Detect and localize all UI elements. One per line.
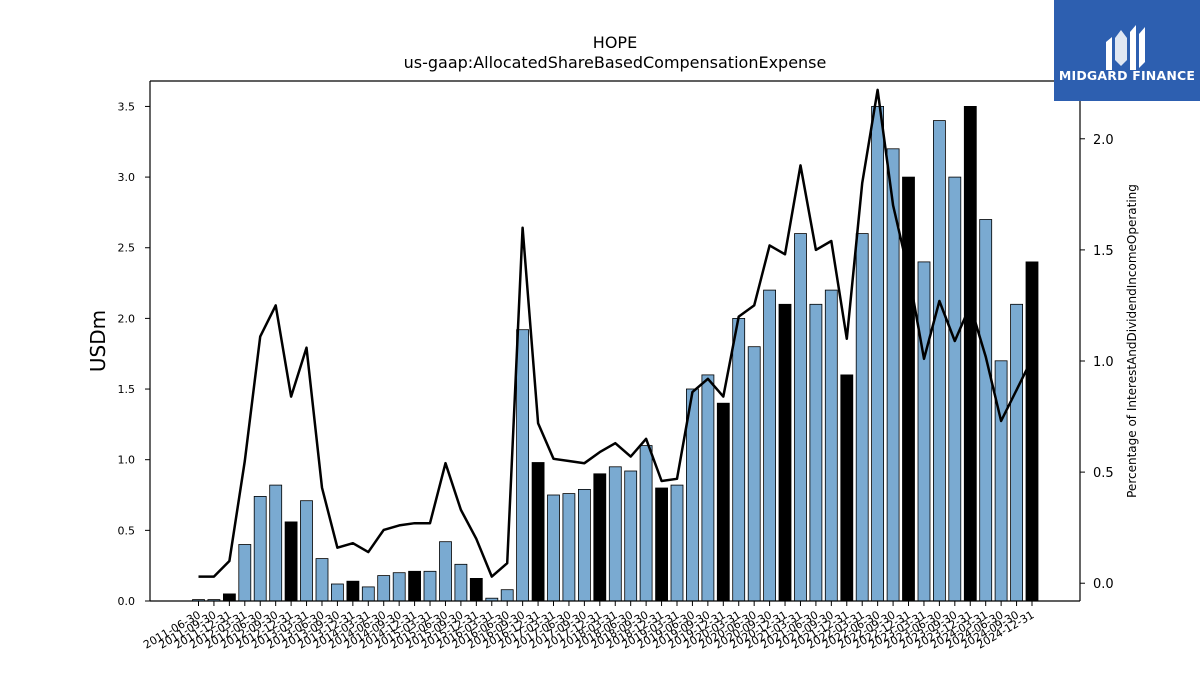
bar bbox=[747, 346, 761, 602]
logo: MIDGARD FINANCE bbox=[1054, 0, 1200, 101]
y-axis-label: USDm bbox=[86, 310, 110, 372]
bar bbox=[763, 289, 776, 602]
bar bbox=[330, 583, 344, 602]
y2-tick-label: 2.0 bbox=[1093, 133, 1114, 148]
axes bbox=[149, 80, 1081, 602]
bar bbox=[701, 374, 715, 602]
bar bbox=[809, 303, 823, 602]
y-tick-label: 0.0 bbox=[118, 595, 136, 608]
bar bbox=[948, 176, 962, 602]
bar bbox=[639, 445, 653, 602]
bar bbox=[840, 374, 854, 602]
bar bbox=[608, 466, 622, 602]
bar bbox=[855, 233, 869, 602]
chart-subtitle: us-gaap:AllocatedShareBasedCompensationE… bbox=[404, 53, 827, 72]
bar bbox=[794, 233, 807, 602]
bar bbox=[222, 593, 236, 602]
bar bbox=[1025, 261, 1039, 602]
bar bbox=[516, 329, 529, 602]
bar bbox=[871, 106, 884, 602]
y2-tick-label: 0.5 bbox=[1093, 466, 1114, 481]
y-tick-label: 3.5 bbox=[118, 100, 136, 113]
bar bbox=[253, 495, 267, 602]
y-tick-label: 3.0 bbox=[118, 171, 136, 184]
bar bbox=[670, 484, 684, 602]
y-tick-label: 1.5 bbox=[118, 383, 136, 396]
bar bbox=[624, 470, 638, 602]
bar bbox=[315, 558, 329, 602]
bar bbox=[994, 360, 1008, 602]
bar bbox=[238, 544, 252, 602]
y2-tick-label: 1.5 bbox=[1093, 244, 1114, 259]
bar bbox=[392, 572, 406, 602]
bar bbox=[824, 289, 838, 602]
bar bbox=[284, 521, 298, 602]
bar bbox=[469, 578, 483, 602]
bar bbox=[963, 106, 977, 602]
bar bbox=[346, 580, 360, 602]
y-tick-label: 2.0 bbox=[118, 312, 136, 325]
bar bbox=[361, 586, 375, 602]
midgard-logo-icon bbox=[1106, 25, 1145, 70]
line-series bbox=[198, 88, 1034, 578]
bar bbox=[886, 148, 900, 602]
bar bbox=[500, 589, 514, 602]
bar bbox=[439, 541, 452, 602]
y-tick-label: 2.5 bbox=[118, 242, 136, 255]
y2-tick-label: 0.0 bbox=[1093, 577, 1114, 592]
bar-series bbox=[192, 106, 1039, 602]
bar bbox=[269, 484, 283, 602]
bar bbox=[408, 570, 422, 602]
bar bbox=[547, 494, 560, 602]
y-tick-label: 0.5 bbox=[118, 524, 136, 537]
bar bbox=[300, 500, 313, 602]
bar bbox=[423, 570, 437, 602]
bar bbox=[655, 487, 668, 602]
bar bbox=[454, 563, 468, 602]
bar bbox=[1010, 303, 1023, 602]
y2-axis-label: Percentage of InterestAndDividendIncomeO… bbox=[1125, 184, 1139, 498]
bar bbox=[902, 176, 915, 602]
bar bbox=[933, 120, 946, 602]
bar bbox=[578, 488, 591, 602]
chart-title: HOPE bbox=[593, 33, 637, 52]
line-series-path bbox=[198, 88, 1034, 578]
bar bbox=[531, 462, 545, 602]
logo-text: MIDGARD FINANCE bbox=[1058, 68, 1196, 83]
bar bbox=[979, 219, 993, 602]
bar bbox=[377, 575, 391, 602]
y2-tick-label: 1.0 bbox=[1093, 355, 1114, 370]
bar bbox=[917, 261, 931, 602]
bar bbox=[732, 317, 746, 602]
bar bbox=[716, 402, 730, 602]
bar bbox=[562, 493, 576, 602]
bar bbox=[593, 473, 607, 602]
bar bbox=[778, 303, 792, 602]
ticks: 0.00.51.01.52.02.53.03.50.00.51.01.52.02… bbox=[118, 100, 1114, 651]
y-tick-label: 1.0 bbox=[118, 454, 136, 467]
